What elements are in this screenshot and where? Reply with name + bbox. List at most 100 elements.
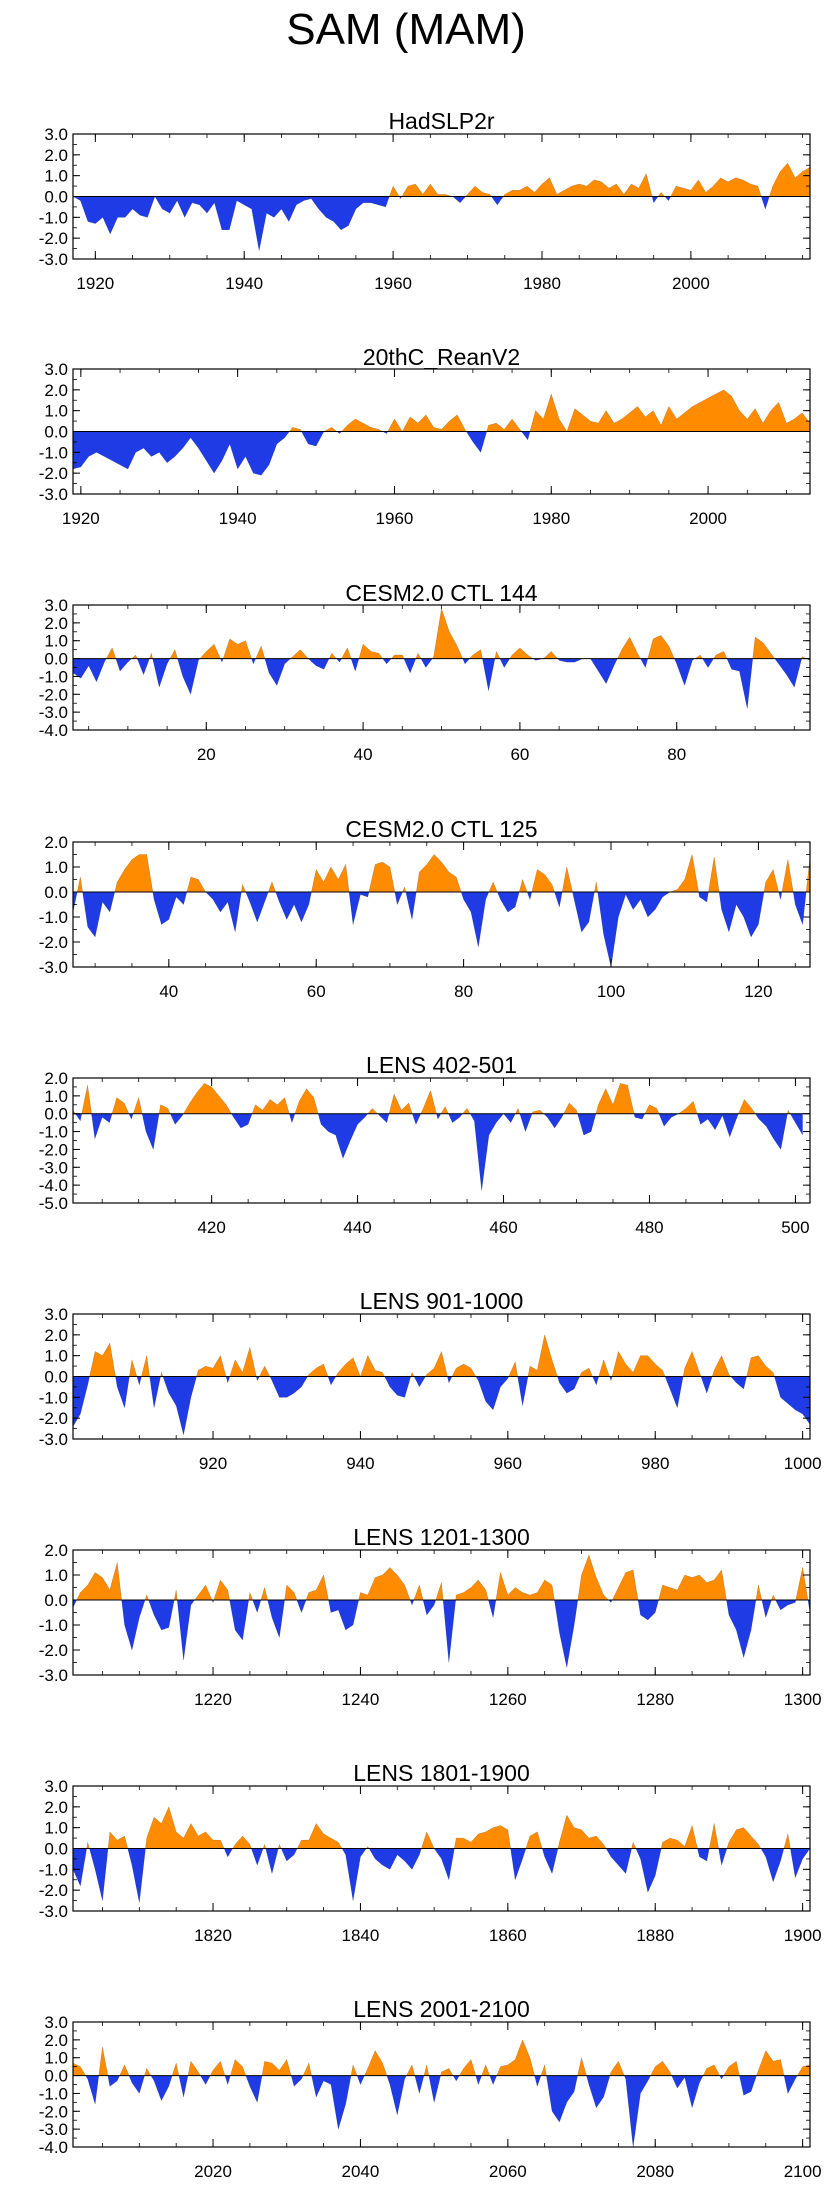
y-tick-label: 2.0 — [44, 1069, 68, 1088]
x-tick-label: 1260 — [489, 1690, 527, 1709]
positive-area — [73, 608, 810, 659]
x-tick-label: 1960 — [376, 509, 414, 528]
y-tick-label: 2.0 — [44, 1541, 68, 1560]
plot-area — [73, 608, 810, 709]
y-tick-label: 2.0 — [44, 146, 68, 165]
x-tick-label: 1980 — [523, 274, 561, 293]
panel-title: LENS 1201-1300 — [353, 1524, 529, 1550]
series-line — [73, 1083, 803, 1191]
y-tick-label: -3.0 — [39, 1666, 68, 1685]
y-tick-label: 0.0 — [44, 883, 68, 902]
plot-area — [73, 389, 810, 476]
y-tick-label: 3.0 — [44, 125, 68, 144]
y-tick-label: -3.0 — [39, 485, 68, 504]
y-tick-label: -1.0 — [39, 1388, 68, 1407]
y-tick-label: 0.0 — [44, 423, 68, 442]
y-tick-label: -1.0 — [39, 1860, 68, 1879]
y-tick-label: 0.0 — [44, 188, 68, 207]
y-tick-label: 3.0 — [44, 2013, 68, 2032]
y-tick-label: -4.0 — [39, 1176, 68, 1195]
series-line — [73, 1334, 810, 1435]
positive-area — [73, 1806, 810, 1849]
plot-area — [73, 1083, 810, 1191]
y-tick-label: 3.0 — [44, 1777, 68, 1796]
series-line — [73, 854, 810, 967]
x-tick-label: 1000 — [784, 1454, 822, 1473]
positive-area — [73, 389, 810, 432]
x-tick-label: 2040 — [342, 2162, 380, 2181]
y-tick-label: 1.0 — [44, 1087, 68, 1106]
plot-area — [73, 1554, 810, 1668]
figure-title: SAM (MAM) — [286, 5, 526, 54]
x-tick-label: 2100 — [784, 2162, 822, 2181]
panel-8: LENS 1801-1900 3.0 2.0 1.0 0.0-1.0 -2.0 -3.0 18… — [39, 1760, 822, 1945]
negative-area — [73, 431, 810, 476]
y-tick-label: -2.0 — [39, 1881, 68, 1900]
y-tick-label: 1.0 — [44, 1347, 68, 1366]
y-tick-label: 2.0 — [44, 614, 68, 633]
series-line — [73, 608, 810, 709]
x-tick-label: 2000 — [672, 274, 710, 293]
y-tick-label: 1.0 — [44, 632, 68, 651]
x-tick-label: 1240 — [342, 1690, 380, 1709]
y-tick-label: 0.0 — [44, 1368, 68, 1387]
y-tick-label: -3.0 — [39, 958, 68, 977]
panel-title: CESM2.0 CTL 144 — [345, 580, 537, 606]
x-tick-label: 40 — [159, 982, 178, 1001]
positive-area — [73, 163, 810, 197]
negative-area — [73, 658, 810, 709]
panel-6: LENS 901-1000 3.0 2.0 1.0 0.0-1.0 -2.0 -3.0 920… — [39, 1288, 822, 1473]
x-tick-label: 960 — [494, 1454, 522, 1473]
y-tick-label: 2.0 — [44, 1326, 68, 1345]
panel-7: LENS 1201-1300 2.0 1.0 0.0 -1.0 -2.0 -3.0 1220 1… — [39, 1524, 822, 1709]
y-tick-label: 3.0 — [44, 1305, 68, 1324]
y-tick-label: -2.0 — [39, 2102, 68, 2121]
y-tick-label: -2.0 — [39, 933, 68, 952]
series-line — [73, 162, 810, 251]
y-tick-label: 0.0 — [44, 1105, 68, 1124]
x-tick-label: 2080 — [636, 2162, 674, 2181]
y-tick-label: -3.0 — [39, 1430, 68, 1449]
x-tick-label: 1940 — [225, 274, 263, 293]
x-tick-label: 920 — [199, 1454, 227, 1473]
y-tick-label: 0.0 — [44, 1591, 68, 1610]
positive-area — [73, 1334, 810, 1377]
series-line — [73, 2039, 810, 2147]
y-tick-label: 1.0 — [44, 2049, 68, 2068]
y-tick-label: 3.0 — [44, 360, 68, 379]
x-tick-label: 2000 — [689, 509, 727, 528]
y-tick-label: -1.0 — [39, 1123, 68, 1142]
negative-area — [85, 2075, 798, 2147]
panel-2: 20thC_ReanV2 3.0 2.0 1.0 0.0-1.0 -2.0 -3.0 1920… — [39, 344, 811, 528]
y-tick-label: -3.0 — [39, 703, 68, 722]
y-tick-label: -4.0 — [39, 721, 68, 740]
y-tick-label: 2.0 — [44, 833, 68, 852]
panel-title: 20thC_ReanV2 — [363, 344, 520, 370]
y-tick-label: 2.0 — [44, 2031, 68, 2050]
x-tick-label: 120 — [744, 982, 772, 1001]
x-tick-label: 1840 — [342, 1926, 380, 1945]
panel-4: CESM2.0 CTL 125 2.0 1.0 0.0 -1.0 -2.0 -3.0 40 60… — [39, 816, 811, 1001]
panel-5: LENS 402-501 2.01.00.0-1.0-2.0-3.0-4.0-5.… — [39, 1052, 811, 1237]
x-tick-label: 40 — [354, 745, 373, 764]
y-tick-label: 0.0 — [44, 650, 68, 669]
y-tick-label: -3.0 — [39, 1902, 68, 1921]
x-tick-label: 2020 — [194, 2162, 232, 2181]
panel-9: LENS 2001-2100 3.02.01.00.0-1.0-2.0-3.0-4… — [39, 1996, 822, 2181]
negative-area — [73, 196, 810, 251]
y-tick-label: -1.0 — [39, 1616, 68, 1635]
y-tick-label: 2.0 — [44, 1798, 68, 1817]
x-tick-label: 1920 — [62, 509, 100, 528]
y-tick-label: 0.0 — [44, 2067, 68, 2086]
x-tick-label: 100 — [597, 982, 625, 1001]
panel-title: LENS 901-1000 — [360, 1288, 524, 1314]
x-tick-label: 460 — [489, 1218, 517, 1237]
x-tick-label: 440 — [343, 1218, 371, 1237]
y-tick-label: 3.0 — [44, 596, 68, 615]
negative-area — [73, 1848, 810, 1903]
y-tick-label: -2.0 — [39, 685, 68, 704]
y-tick-label: -2.0 — [39, 464, 68, 483]
x-tick-label: 1960 — [374, 274, 412, 293]
negative-area — [73, 892, 810, 967]
